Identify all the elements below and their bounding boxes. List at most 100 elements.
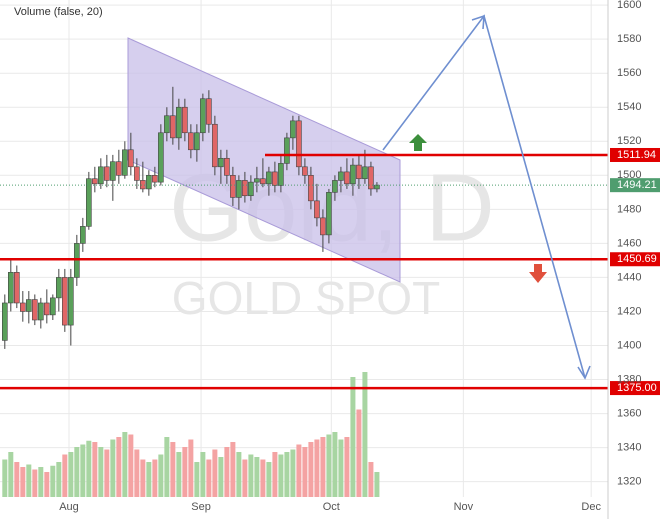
volume-bar (38, 467, 44, 497)
volume-bar (206, 459, 212, 497)
candle-body (260, 178, 266, 185)
volume-bar (320, 437, 326, 497)
candle-body (302, 166, 308, 176)
level-tag (610, 252, 660, 267)
candle-body (308, 175, 314, 202)
candle-body (290, 120, 296, 139)
x-tick-label: Oct (323, 501, 340, 513)
candle-body (218, 157, 224, 168)
y-tick-label: 1420 (617, 305, 641, 317)
candle-body (242, 180, 248, 197)
y-tick-label: 1580 (617, 33, 641, 45)
volume-bar (296, 444, 302, 497)
candle-body (338, 171, 344, 181)
candle-body (350, 164, 356, 185)
volume-bar (338, 439, 344, 497)
volume-bar (182, 447, 188, 497)
level-group: 1494.21 1511.94 1450.69 1375.00 (0, 147, 660, 396)
candle-body (134, 166, 140, 181)
volume-bar (98, 447, 104, 497)
candle-body (104, 166, 110, 181)
x-tick-label: Aug (59, 501, 79, 513)
candle-body (194, 132, 200, 151)
candle-body (374, 184, 380, 190)
volume-bar (362, 372, 368, 497)
volume-bar (74, 447, 80, 497)
candle-body (158, 132, 164, 183)
volume-bar (44, 472, 50, 497)
volume-bar (170, 442, 176, 497)
candle-body (254, 178, 260, 183)
candle-body (8, 272, 14, 304)
level-tag (610, 381, 660, 396)
candle-body (44, 302, 50, 316)
candle-body (320, 217, 326, 236)
volume-bar (368, 462, 374, 497)
volume-bar (164, 437, 170, 497)
volume-bar (332, 432, 338, 497)
candle-body (266, 171, 272, 185)
candle-body (86, 178, 92, 227)
candle-body (92, 178, 98, 185)
candle-body (230, 175, 236, 198)
volume-bar (140, 459, 146, 497)
volume-bar (56, 462, 62, 497)
volume-bar (134, 449, 140, 497)
arrow-head (577, 365, 591, 380)
volume-bar (26, 464, 32, 497)
candle-body (2, 302, 8, 341)
candle-body (50, 297, 56, 316)
volume-bar (350, 377, 356, 497)
candle-body (98, 166, 104, 185)
candle-body (128, 149, 134, 168)
candle-body (68, 277, 74, 326)
x-tick-label: Nov (454, 501, 474, 513)
y-tick-label: 1540 (617, 101, 641, 113)
candle-body (164, 115, 170, 134)
level-label: 1511.94 (617, 149, 656, 161)
y-tick-label: 1380 (617, 373, 641, 385)
y-tick-label: 1500 (617, 169, 641, 181)
volume-bar (8, 452, 14, 497)
candle-body (140, 180, 146, 190)
candle-body (20, 302, 26, 312)
candle-body (224, 157, 230, 176)
down-arrow (529, 264, 547, 283)
current-price-tag (610, 178, 660, 193)
volume-bar (68, 452, 74, 497)
volume-bar (254, 457, 260, 497)
volume-bar (14, 462, 20, 497)
volume-bar (278, 454, 284, 497)
volume-bar (224, 447, 230, 497)
volume-bar (194, 462, 200, 497)
candle-body (326, 192, 332, 236)
volume-bar (62, 454, 68, 497)
level-tag (610, 147, 660, 162)
candle-body (56, 277, 62, 299)
candle-body (182, 106, 188, 134)
volume-bar (248, 454, 254, 497)
candle-body (332, 180, 338, 193)
volume-bar (110, 439, 116, 497)
volume-bar (344, 437, 350, 497)
candle-body (314, 200, 320, 219)
candle-body (272, 171, 278, 186)
volume-bar (260, 459, 266, 497)
candle-body (110, 161, 116, 181)
y-tick-label: 1560 (617, 67, 641, 79)
candle-body (62, 277, 68, 326)
candle-body (26, 299, 32, 312)
volume-bar (212, 449, 218, 497)
volume-bar (200, 452, 206, 497)
level-label: 1450.69 (617, 253, 657, 265)
candle-group (2, 86, 380, 349)
candle-body (32, 299, 38, 321)
volume-bar (302, 447, 308, 497)
y-tick-label: 1400 (617, 339, 641, 351)
up-arrow (409, 134, 427, 151)
candle-body (356, 164, 362, 180)
volume-bar (176, 452, 182, 497)
channel (127, 37, 401, 283)
y-tick-label: 1320 (617, 476, 641, 488)
candle-body (278, 163, 284, 186)
